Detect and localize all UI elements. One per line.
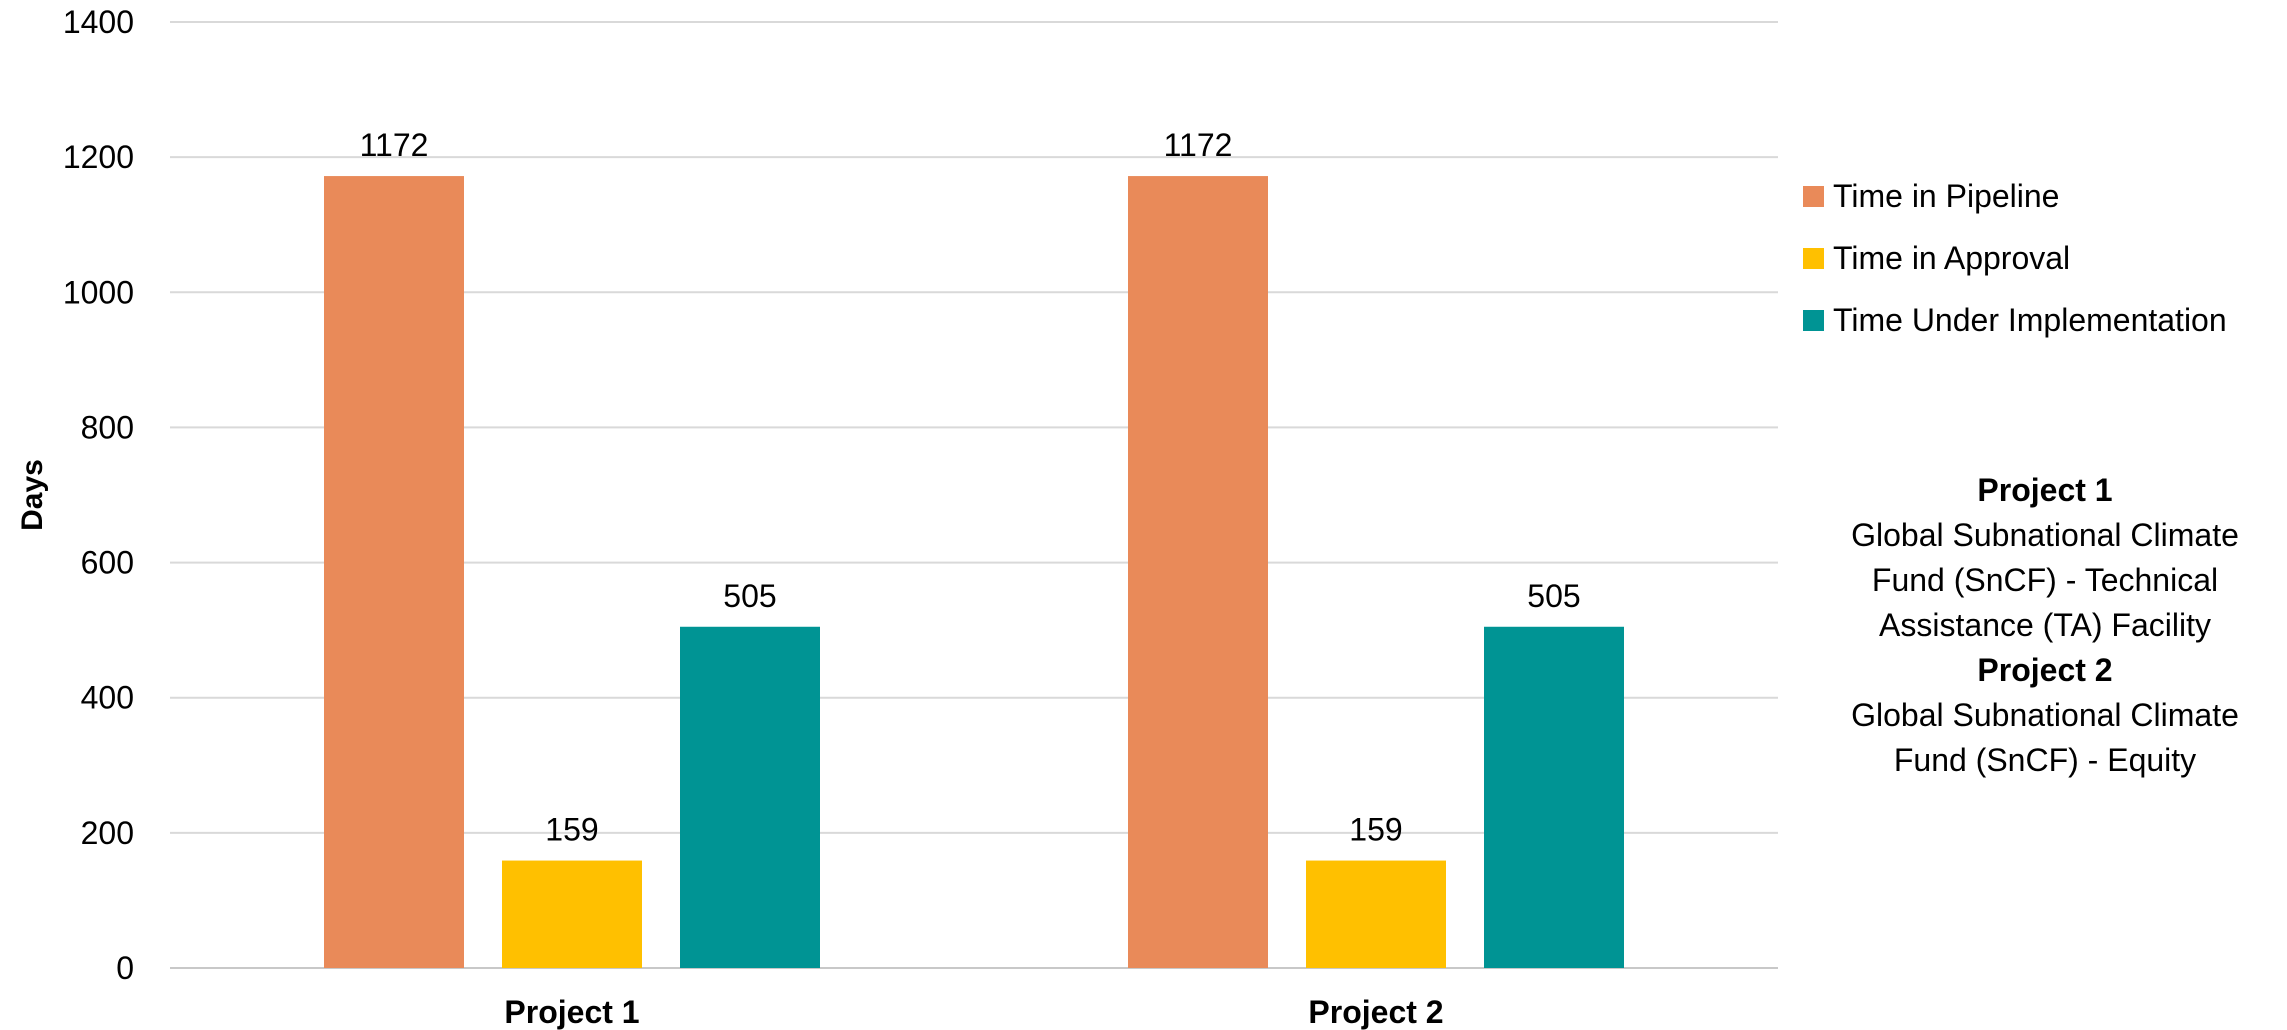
chart-legend: Time in Pipeline Time in Approval Time U… bbox=[1803, 165, 2227, 351]
data-label: 1172 bbox=[1164, 127, 1233, 163]
y-tick-label: 1400 bbox=[63, 4, 134, 40]
note-line: Assistance (TA) Facility bbox=[1879, 607, 2211, 643]
y-tick-label: 0 bbox=[116, 950, 134, 986]
x-category-label: Project 1 bbox=[504, 994, 639, 1030]
legend-label-approval: Time in Approval bbox=[1833, 239, 2071, 276]
note-title-project-2: Project 2 bbox=[1977, 652, 2113, 688]
legend-label-implementation: Time Under Implementation bbox=[1833, 301, 2227, 338]
bar-time-under-implementation bbox=[680, 626, 820, 968]
data-label: 159 bbox=[1349, 812, 1402, 848]
legend-item-pipeline: Time in Pipeline bbox=[1803, 165, 2227, 227]
y-tick-label: 1200 bbox=[63, 139, 134, 175]
bar-time-in-approval bbox=[1306, 860, 1446, 968]
legend-item-approval: Time in Approval bbox=[1803, 227, 2227, 289]
note-title-project-1: Project 1 bbox=[1977, 472, 2113, 508]
bar-time-in-approval bbox=[502, 860, 642, 968]
y-tick-label: 1000 bbox=[63, 274, 134, 310]
legend-swatch-pipeline bbox=[1803, 185, 1824, 207]
note-line: Global Subnational Climate bbox=[1851, 517, 2239, 553]
legend-swatch-approval bbox=[1803, 247, 1824, 269]
data-label: 505 bbox=[723, 578, 776, 614]
y-tick-label: 200 bbox=[81, 815, 134, 851]
note-line: Fund (SnCF) - Equity bbox=[1893, 742, 2197, 778]
x-category-label: Project 2 bbox=[1308, 994, 1443, 1030]
bar-time-under-implementation bbox=[1484, 626, 1624, 968]
y-tick-label: 400 bbox=[81, 680, 134, 716]
legend-item-implementation: Time Under Implementation bbox=[1803, 289, 2227, 351]
note-line: Global Subnational Climate bbox=[1851, 697, 2239, 733]
data-label: 1172 bbox=[360, 127, 429, 163]
y-axis-title: Days bbox=[16, 459, 49, 531]
bar-time-in-pipeline bbox=[324, 176, 464, 968]
bar-time-in-pipeline bbox=[1128, 176, 1268, 968]
y-tick-label: 800 bbox=[81, 409, 134, 445]
note-line: Fund (SnCF) - Technical bbox=[1871, 562, 2219, 598]
project-notes: Project 1 Global Subnational Climate Fun… bbox=[1805, 468, 2285, 783]
legend-label-pipeline: Time in Pipeline bbox=[1833, 177, 2060, 214]
legend-swatch-implementation bbox=[1803, 309, 1824, 331]
data-label: 159 bbox=[545, 812, 598, 848]
data-label: 505 bbox=[1527, 578, 1580, 614]
y-tick-label: 600 bbox=[81, 545, 134, 581]
